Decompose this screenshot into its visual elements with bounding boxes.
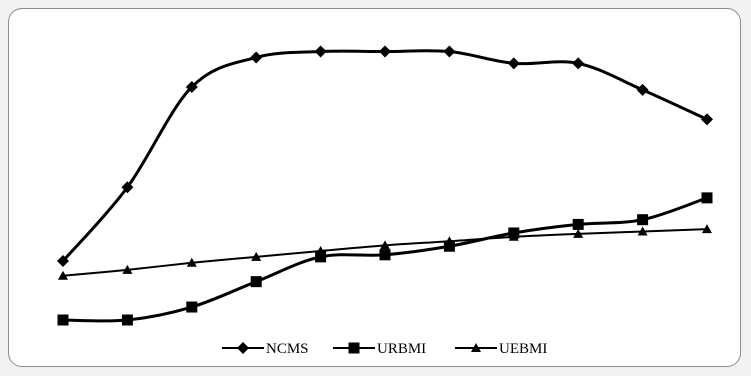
data-point-uebmi-5	[315, 245, 326, 255]
data-point-uebmi-10	[637, 226, 648, 236]
data-point-uebmi-11	[702, 224, 712, 234]
plot-area	[57, 45, 713, 326]
data-point-urbmi-6	[379, 249, 391, 261]
data-point-ncms-8	[507, 57, 520, 70]
data-point-uebmi-6	[380, 240, 390, 250]
legend-item-ncms: NCMS	[222, 341, 309, 357]
series-line-ncms	[61, 49, 708, 262]
legend-label-ncms: NCMS	[266, 341, 309, 357]
data-point-uebmi-7	[444, 236, 455, 246]
data-point-ncms-11	[701, 113, 713, 126]
data-point-urbmi-2	[121, 314, 133, 326]
data-point-ncms-1	[57, 255, 69, 267]
legend-item-urbmi: URBMI	[333, 341, 426, 357]
legend-marker-uebmi	[471, 343, 481, 352]
series-urbmi	[57, 192, 713, 326]
data-point-ncms-9	[572, 57, 585, 70]
data-point-uebmi-4	[251, 251, 262, 261]
data-point-uebmi-9	[573, 228, 584, 238]
data-point-ncms-4	[250, 51, 263, 64]
data-point-ncms-3	[185, 80, 198, 93]
data-point-uebmi-8	[508, 231, 519, 241]
data-point-uebmi-2	[122, 264, 133, 274]
data-point-ncms-7	[443, 45, 456, 58]
legend: NCMS URBMI UEBMI	[222, 341, 547, 357]
data-point-uebmi-3	[186, 257, 197, 267]
legend-marker-urbmi	[348, 342, 360, 354]
legend-marker-ncms	[237, 342, 249, 354]
data-point-urbmi-1	[57, 314, 69, 326]
data-point-ncms-6	[379, 45, 391, 58]
data-point-uebmi-1	[58, 270, 68, 280]
series-uebmi	[58, 224, 712, 280]
data-point-urbmi-11	[701, 192, 713, 204]
data-point-urbmi-5	[315, 251, 327, 263]
legend-label-uebmi: UEBMI	[499, 341, 547, 357]
data-point-urbmi-7	[443, 240, 455, 252]
data-point-ncms-5	[314, 45, 327, 58]
data-point-ncms-10	[636, 83, 649, 96]
legend-label-urbmi: URBMI	[377, 341, 426, 357]
data-point-urbmi-9	[572, 218, 584, 230]
data-point-ncms-2	[121, 181, 134, 194]
data-point-urbmi-3	[186, 301, 198, 313]
data-point-urbmi-10	[637, 214, 649, 226]
data-point-urbmi-4	[250, 276, 262, 288]
legend-item-uebmi: UEBMI	[455, 341, 547, 357]
series-ncms	[57, 45, 713, 267]
